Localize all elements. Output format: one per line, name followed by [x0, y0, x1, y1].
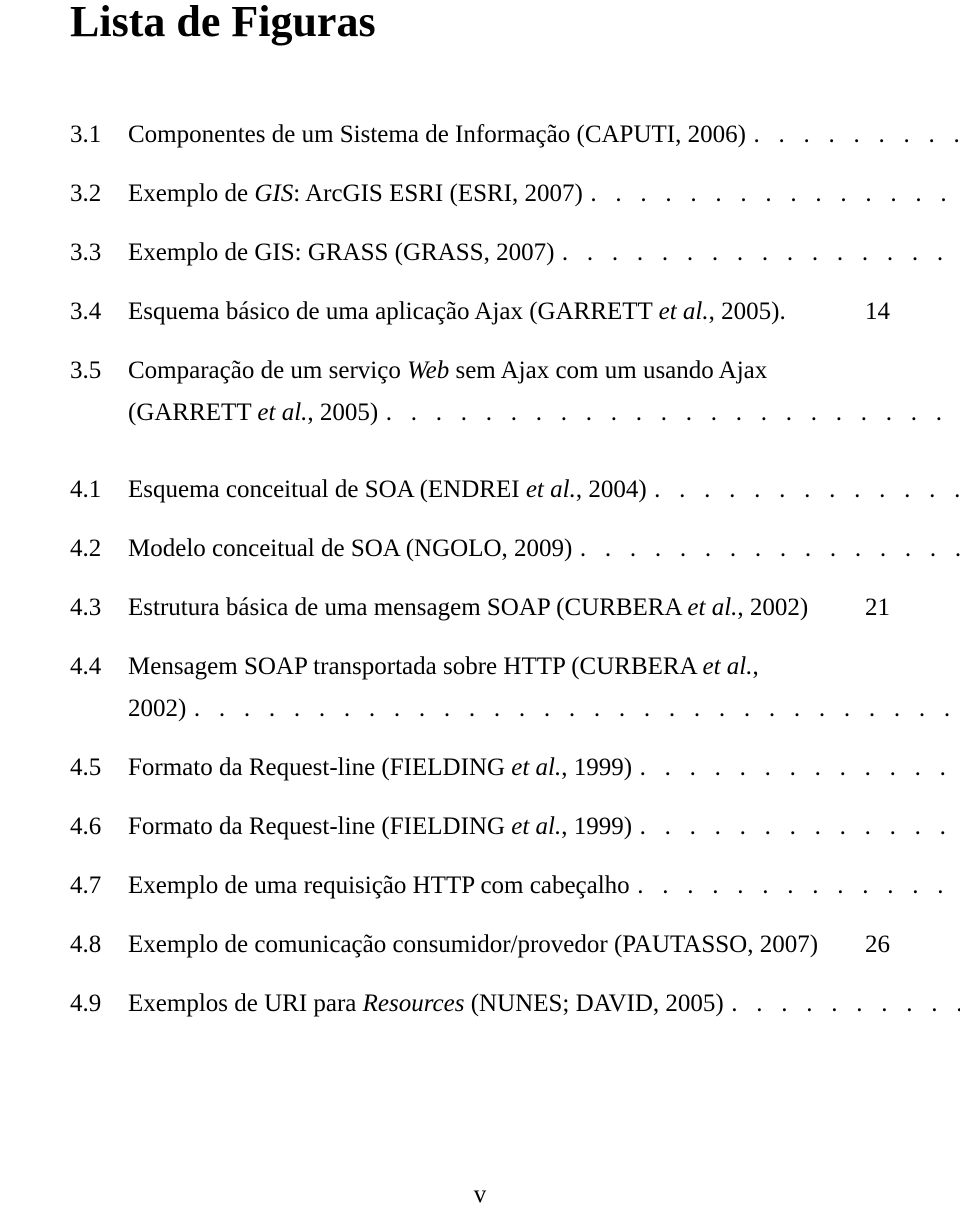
entry-description: Modelo conceitual de SOA (NGOLO, 2009) .… — [128, 528, 960, 570]
entry-description: Componentes de um Sistema de Informação … — [128, 114, 960, 156]
page-title: Lista de Figuras — [70, 0, 890, 44]
entry-text: Exemplo de comunicação consumidor/proved… — [128, 924, 818, 966]
dot-leader: . . . . . . . . . . . . . . . . . . . . … — [554, 232, 960, 274]
dot-leader: . . . . . . . . . . . . . . . . . . . . … — [630, 865, 960, 907]
entry-text: 2002) — [128, 688, 186, 730]
lof-entry: 4.1Esquema conceitual de SOA (ENDREI et … — [70, 469, 890, 511]
entry-number: 4.9 — [70, 983, 128, 1025]
section-gap — [70, 451, 890, 469]
entry-text: Exemplo de uma requisição HTTP com cabeç… — [128, 865, 630, 907]
lof-entry: 3.3Exemplo de GIS: GRASS (GRASS, 2007) .… — [70, 232, 890, 274]
entry-text: Componentes de um Sistema de Informação … — [128, 114, 746, 156]
lof-entry: 4.8Exemplo de comunicação consumidor/pro… — [70, 924, 890, 966]
entry-number: 3.4 — [70, 291, 128, 333]
lof-entry: 4.4Mensagem SOAP transportada sobre HTTP… — [70, 646, 890, 730]
lof-entry: 4.2Modelo conceitual de SOA (NGOLO, 2009… — [70, 528, 890, 570]
dot-leader: . . . . . . . . . . . . . . . . . . . . … — [378, 392, 960, 434]
dot-leader: . . . . . . . . . . . . . . . . . . . . … — [632, 747, 960, 789]
lof-entry: 3.5Comparação de um serviço Web sem Ajax… — [70, 350, 890, 434]
lof-entry: 4.3Estrutura básica de uma mensagem SOAP… — [70, 587, 890, 629]
entry-text: Exemplo de GIS: GRASS (GRASS, 2007) — [128, 232, 554, 274]
entry-text: Exemplo de GIS: ArcGIS ESRI (ESRI, 2007) — [128, 173, 583, 215]
entry-text: Exemplos de URI para Resources (NUNES; D… — [128, 983, 724, 1025]
dot-leader: . . . . . . . . . . . . . . . . . . . . … — [632, 806, 960, 848]
page-number-footer: v — [0, 1181, 960, 1209]
entry-description: Comparação de um serviço Web sem Ajax co… — [128, 350, 960, 434]
lof-entry: 3.1Componentes de um Sistema de Informaç… — [70, 114, 890, 156]
entry-number: 4.8 — [70, 924, 128, 966]
entry-description: Exemplo de uma requisição HTTP com cabeç… — [128, 865, 960, 907]
entry-number: 4.3 — [70, 587, 128, 629]
entry-text: Modelo conceitual de SOA (NGOLO, 2009) — [128, 528, 572, 570]
entry-description: Esquema básico de uma aplicação Ajax (GA… — [128, 291, 836, 333]
entry-number: 4.4 — [70, 646, 128, 688]
lof-entry: 4.6Formato da Request-line (FIELDING et … — [70, 806, 890, 848]
entry-number: 3.2 — [70, 173, 128, 215]
entry-description: Exemplo de comunicação consumidor/proved… — [128, 924, 836, 966]
entry-number: 4.7 — [70, 865, 128, 907]
entry-text: Formato da Request-line (FIELDING et al.… — [128, 747, 632, 789]
entry-description: Formato da Request-line (FIELDING et al.… — [128, 747, 960, 789]
dot-leader: . . . . . . . . . . . . . . . . . . . . … — [572, 528, 960, 570]
entry-number: 4.1 — [70, 469, 128, 511]
dot-leader: . . . . . . . . . . . . . . . . . . . . … — [186, 688, 960, 730]
entry-description: Exemplos de URI para Resources (NUNES; D… — [128, 983, 960, 1025]
entry-text: Formato da Request-line (FIELDING et al.… — [128, 806, 632, 848]
lof-entry: 4.5Formato da Request-line (FIELDING et … — [70, 747, 890, 789]
entry-number: 3.3 — [70, 232, 128, 274]
lof-entry: 3.2Exemplo de GIS: ArcGIS ESRI (ESRI, 20… — [70, 173, 890, 215]
dot-leader: . . . . . . . . . . . . . . . . . . . . … — [583, 173, 960, 215]
entry-description: Mensagem SOAP transportada sobre HTTP (C… — [128, 646, 960, 730]
entry-description: Formato da Request-line (FIELDING et al.… — [128, 806, 960, 848]
page-container: Lista de Figuras 3.1Componentes de um Si… — [0, 0, 960, 1042]
entry-number: 4.2 — [70, 528, 128, 570]
entry-description: Estrutura básica de uma mensagem SOAP (C… — [128, 587, 836, 629]
entry-text: Estrutura básica de uma mensagem SOAP (C… — [128, 587, 808, 629]
dot-leader: . . . . . . . . . . . . . . . . . . . . … — [724, 983, 960, 1025]
entry-number: 3.5 — [70, 350, 128, 392]
entry-description: Exemplo de GIS: ArcGIS ESRI (ESRI, 2007)… — [128, 173, 960, 215]
dot-leader: . . . . . . . . . . . . . . . . . . . . … — [746, 114, 960, 156]
entry-page: 14 — [836, 291, 890, 333]
entry-description: Esquema conceitual de SOA (ENDREI et al.… — [128, 469, 960, 511]
entry-description: Exemplo de GIS: GRASS (GRASS, 2007) . . … — [128, 232, 960, 274]
entry-number: 4.5 — [70, 747, 128, 789]
dot-leader: . . . . . . . . . . . . . . . . . . . . … — [647, 469, 960, 511]
lof-entry: 3.4Esquema básico de uma aplicação Ajax … — [70, 291, 890, 333]
entry-page: 26 — [836, 924, 890, 966]
lof-entry: 4.7Exemplo de uma requisição HTTP com ca… — [70, 865, 890, 907]
list-of-figures: 3.1Componentes de um Sistema de Informaç… — [70, 114, 890, 1025]
entry-text: Esquema básico de uma aplicação Ajax (GA… — [128, 291, 786, 333]
entry-text: (GARRETT et al., 2005) — [128, 392, 378, 434]
entry-text: Esquema conceitual de SOA (ENDREI et al.… — [128, 469, 647, 511]
entry-page: 21 — [836, 587, 890, 629]
entry-number: 4.6 — [70, 806, 128, 848]
lof-entry: 4.9Exemplos de URI para Resources (NUNES… — [70, 983, 890, 1025]
entry-number: 3.1 — [70, 114, 128, 156]
